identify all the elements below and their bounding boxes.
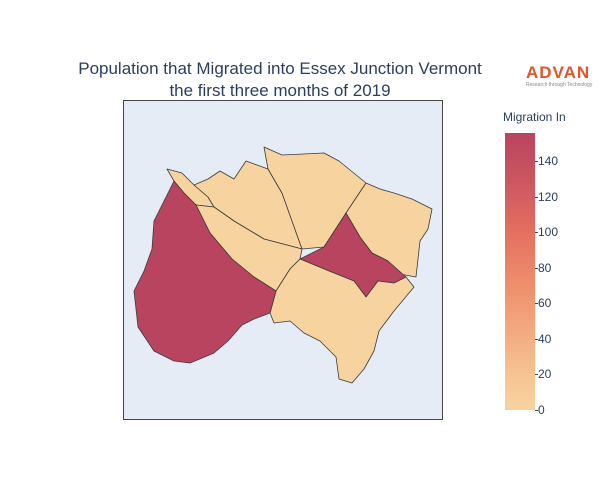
title-line-1: Population that Migrated into Essex Junc… [78, 59, 482, 78]
chart-title: Population that Migrated into Essex Junc… [0, 58, 560, 102]
colorbar-tick-140: 140 [534, 154, 559, 168]
colorbar-tick-0: 0 [535, 403, 545, 417]
region-south-tract[interactable] [269, 258, 415, 384]
choropleth-map [133, 146, 433, 384]
colorbar-tick-80: 80 [534, 261, 552, 275]
colorbar-tick-120: 120 [534, 190, 559, 204]
logo-tagline: Research through Technology [526, 82, 593, 88]
colorbar-tick-20: 20 [534, 367, 552, 381]
colorbar [505, 133, 535, 410]
logo-name: ADVAN [526, 63, 591, 82]
colorbar-tick-100: 100 [534, 225, 559, 239]
map-plot-area[interactable] [123, 100, 443, 420]
title-line-2: the first three months of 2019 [169, 81, 391, 100]
region-western-tract[interactable] [133, 180, 277, 364]
colorbar-tick-60: 60 [534, 296, 552, 310]
advan-logo: ADVAN Research through Technology [526, 63, 598, 89]
colorbar-tick-40: 40 [534, 332, 552, 346]
colorbar-title: Migration In [503, 110, 566, 124]
